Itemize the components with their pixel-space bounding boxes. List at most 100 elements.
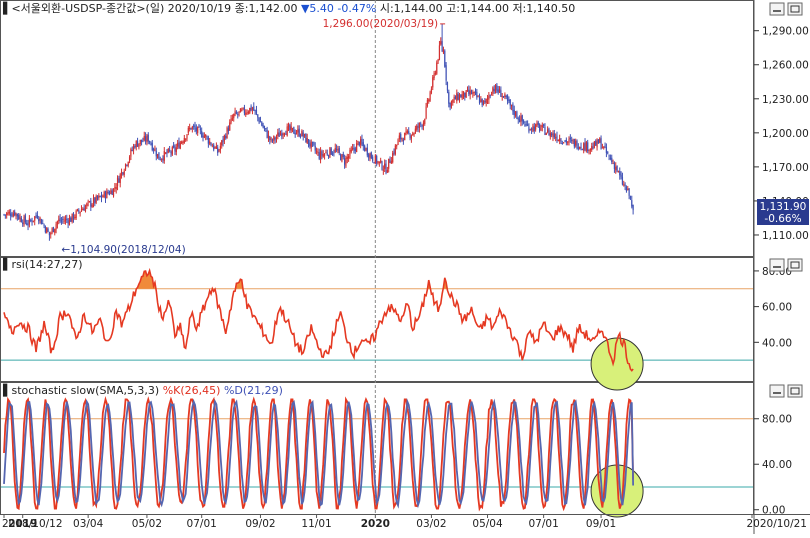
candle (170, 151, 172, 153)
candle (60, 220, 63, 222)
candle (385, 163, 387, 174)
candle (317, 151, 319, 153)
candle (270, 138, 272, 140)
candle (373, 161, 375, 164)
candle (86, 203, 88, 207)
candle (134, 145, 136, 148)
candle (462, 91, 465, 96)
y-tick-label: 1,170.00 (762, 162, 809, 174)
candle (426, 100, 429, 106)
candle (453, 96, 455, 100)
candle (485, 99, 487, 103)
stoch-maximize-button[interactable] (787, 384, 803, 398)
candle (95, 195, 97, 203)
rsi-panel-buttons[interactable] (769, 258, 803, 272)
candle (6, 213, 8, 216)
stochastic-series (3, 395, 635, 512)
candle (393, 151, 395, 154)
candle (533, 126, 535, 131)
candle (56, 221, 59, 225)
candle (76, 209, 79, 211)
candle (32, 220, 34, 222)
candle (36, 215, 38, 218)
candle (366, 147, 368, 156)
candle (330, 148, 332, 155)
candle (398, 135, 400, 140)
candle (629, 196, 632, 199)
candle (544, 126, 546, 135)
candle (154, 149, 156, 151)
candle (26, 223, 28, 225)
stoch-minimize-button[interactable] (769, 384, 785, 398)
candle (364, 145, 366, 152)
candle (506, 95, 509, 101)
candle (631, 200, 633, 207)
candle (573, 138, 575, 147)
candle (222, 138, 224, 143)
candle (477, 96, 479, 98)
candle (287, 125, 290, 127)
candle (326, 153, 328, 155)
candle (360, 139, 362, 145)
x-tick-label: 09/01 (586, 518, 616, 530)
candle (278, 132, 280, 137)
candle (147, 134, 149, 142)
minimize-button[interactable] (769, 2, 785, 16)
candle (524, 124, 526, 127)
candle (422, 122, 425, 127)
candle (51, 228, 53, 233)
candle (580, 146, 582, 148)
candle (279, 133, 282, 136)
candle (158, 152, 160, 160)
candle (416, 125, 418, 130)
price-panel-buttons[interactable] (769, 2, 803, 16)
candle (106, 190, 108, 199)
last-price-value: 1,131.90 (760, 201, 807, 213)
candle (306, 138, 308, 144)
candle (238, 111, 240, 113)
stoch-panel-buttons[interactable] (769, 384, 803, 398)
candle (384, 163, 386, 169)
candle (10, 213, 12, 217)
candle (177, 143, 179, 147)
candle (47, 229, 49, 232)
maximize-button[interactable] (787, 2, 803, 16)
candle (242, 107, 244, 109)
candle (450, 101, 453, 106)
candle (103, 191, 105, 198)
candle (502, 96, 505, 98)
candle (190, 127, 192, 130)
candle (230, 118, 232, 123)
candle (290, 126, 292, 131)
candle (362, 142, 364, 147)
candle (173, 145, 175, 148)
candle (83, 208, 85, 211)
candle (337, 149, 339, 151)
candle (257, 114, 259, 118)
candlestick-series (3, 23, 634, 241)
price-annotations: 1,296.00(2020/03/19) ←1,104.90(2018/12/04… (61, 18, 446, 256)
x-tick-label: 07/01 (528, 518, 558, 530)
rsi-header: ▌rsi(14:27,27) (2, 257, 83, 271)
candle (162, 158, 164, 161)
candle (271, 139, 274, 142)
candle (266, 130, 268, 138)
candle (456, 93, 458, 102)
candle (7, 212, 9, 215)
candle (187, 127, 189, 133)
candle (377, 161, 379, 163)
candle (457, 94, 459, 100)
candle (63, 220, 65, 222)
candle (313, 142, 315, 146)
price-header: ▌<서울외환-USDSP-종간값>(일) 2020/10/19 종:1,142.… (2, 1, 575, 15)
rsi-minimize-button[interactable] (769, 258, 785, 272)
candle (299, 135, 302, 137)
x-tick-label: 2019 (8, 518, 37, 530)
candle (221, 140, 223, 146)
rsi-maximize-button[interactable] (787, 258, 803, 272)
candle (603, 146, 605, 149)
candle (186, 134, 188, 139)
candle (572, 140, 574, 142)
